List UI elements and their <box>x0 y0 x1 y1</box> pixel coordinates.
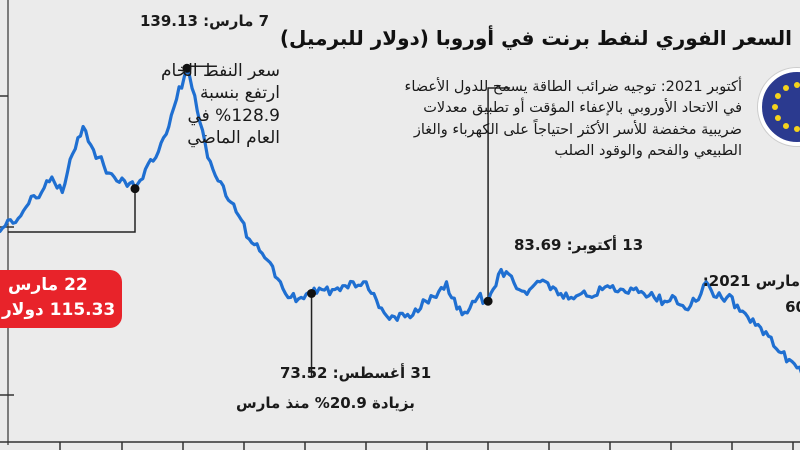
march-22-leader <box>8 188 136 233</box>
eu-star <box>794 82 800 88</box>
eu-star <box>774 115 781 121</box>
march-22-marker <box>130 184 140 194</box>
march-2021-label: مارس 2021: <box>702 272 800 290</box>
badge-date: 22 مارس <box>8 275 88 295</box>
eu-stars-icon <box>772 82 800 132</box>
march-2021-value: 60 <box>785 298 800 316</box>
chart-subtitle: السعر الفوري لنفط برنت في أوروبا (دولار … <box>279 26 792 50</box>
eu-star <box>774 93 781 99</box>
october-date-label: 13 أكتوبر: 83.69 <box>514 236 644 254</box>
badge-value: 115.33 دولار <box>2 300 116 320</box>
august-marker <box>307 288 317 298</box>
eu-flag-icon <box>758 68 800 146</box>
peak-note: سعر النفط الخام ارتفع بنسبة 128.9% في ال… <box>161 61 280 149</box>
eu-star <box>794 126 800 132</box>
eu-star <box>783 84 789 91</box>
peak-date-label: 7 مارس: 139.13 <box>140 12 270 30</box>
august-note: بزيادة 20.9% منذ مارس <box>236 394 415 412</box>
peak-marker <box>182 63 192 73</box>
eu-star <box>772 104 778 110</box>
october-2021-note: أكتوبر 2021: توجيه ضرائب الطاقة يسمح للد… <box>404 79 742 159</box>
august-date-label: 31 أغسطس: 73.52 <box>280 364 432 382</box>
eu-star <box>783 123 789 130</box>
march-22-badge: 22 مارس 115.33 دولار <box>0 270 122 328</box>
october-leader <box>487 87 511 302</box>
october-marker <box>483 296 493 306</box>
